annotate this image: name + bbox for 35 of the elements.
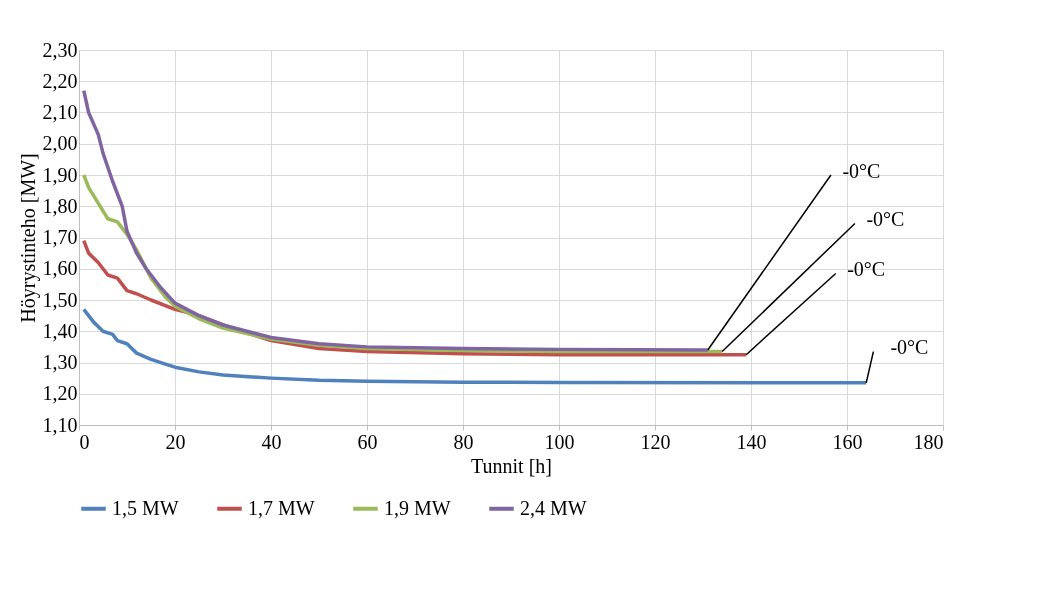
y-tick-label: 2,20	[42, 69, 78, 92]
x-tick-label: 60	[357, 430, 378, 453]
y-tick-label: 2,10	[42, 101, 78, 123]
y-tick-label: 2,30	[42, 38, 78, 61]
y-axis-title: Höyrystinteho [MW]	[16, 153, 40, 323]
y-tick-label: 1,80	[42, 194, 78, 217]
x-tick-label: 80	[453, 430, 474, 453]
annotation: -0°C	[842, 159, 881, 182]
x-tick-label: 20	[165, 430, 186, 453]
y-tick-label: 1,10	[42, 413, 78, 436]
y-tick-label: 1,50	[42, 288, 78, 311]
x-axis-title: Tunnit [h]	[471, 454, 552, 477]
line-series	[82, 88, 710, 352]
y-tick-label: 1,60	[42, 257, 78, 280]
x-tick-label: 40	[261, 430, 282, 453]
legend-label: 2,4 MW	[520, 496, 587, 519]
x-tick-label: 120	[640, 430, 671, 453]
y-tick-label: 1,40	[42, 319, 78, 342]
line-series	[82, 307, 868, 385]
y-tick-label: 1,90	[42, 163, 78, 186]
y-tick-label: 2,00	[42, 132, 78, 155]
y-tick-label: 1,20	[42, 382, 78, 405]
y-tick-label: 1,30	[42, 351, 78, 373]
legend-label: 1,7 MW	[248, 496, 315, 519]
annotation: -0°C	[847, 258, 886, 281]
x-tick-label: 100	[544, 430, 575, 453]
x-tick-label: 140	[736, 430, 767, 453]
annotation: -0°C	[866, 208, 905, 231]
legend-label: 1,9 MW	[384, 496, 451, 519]
annotation: -0°C	[890, 336, 929, 359]
y-tick-label: 1,70	[42, 226, 78, 248]
legend-label: 1,5 MW	[112, 496, 179, 519]
x-tick-label: 160	[832, 430, 863, 453]
x-tick-label: 180	[913, 430, 944, 453]
x-tick-label: 0	[79, 430, 90, 453]
